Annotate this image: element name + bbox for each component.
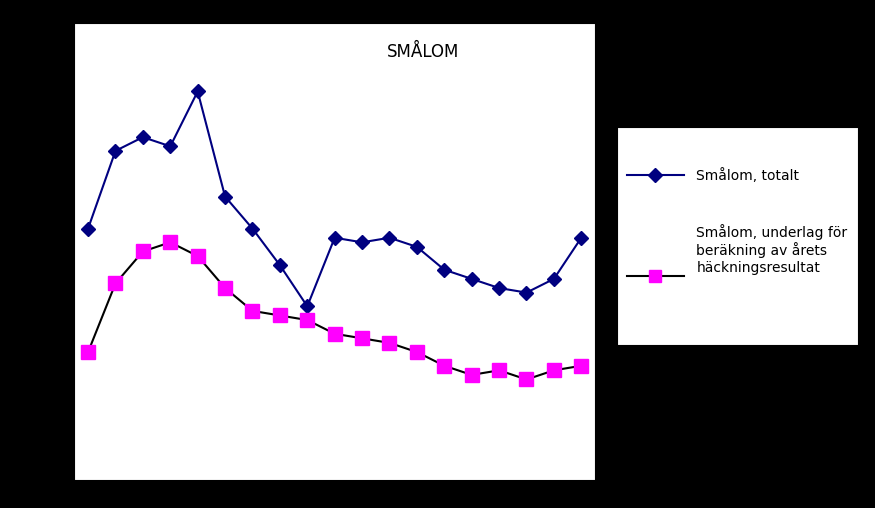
Text: Smålom, underlag för
beräkning av årets
häckningsresultat: Smålom, underlag för beräkning av årets … [696,224,847,275]
Text: Smålom, totalt: Smålom, totalt [696,168,799,182]
Text: SMÅLOM: SMÅLOM [387,43,459,61]
